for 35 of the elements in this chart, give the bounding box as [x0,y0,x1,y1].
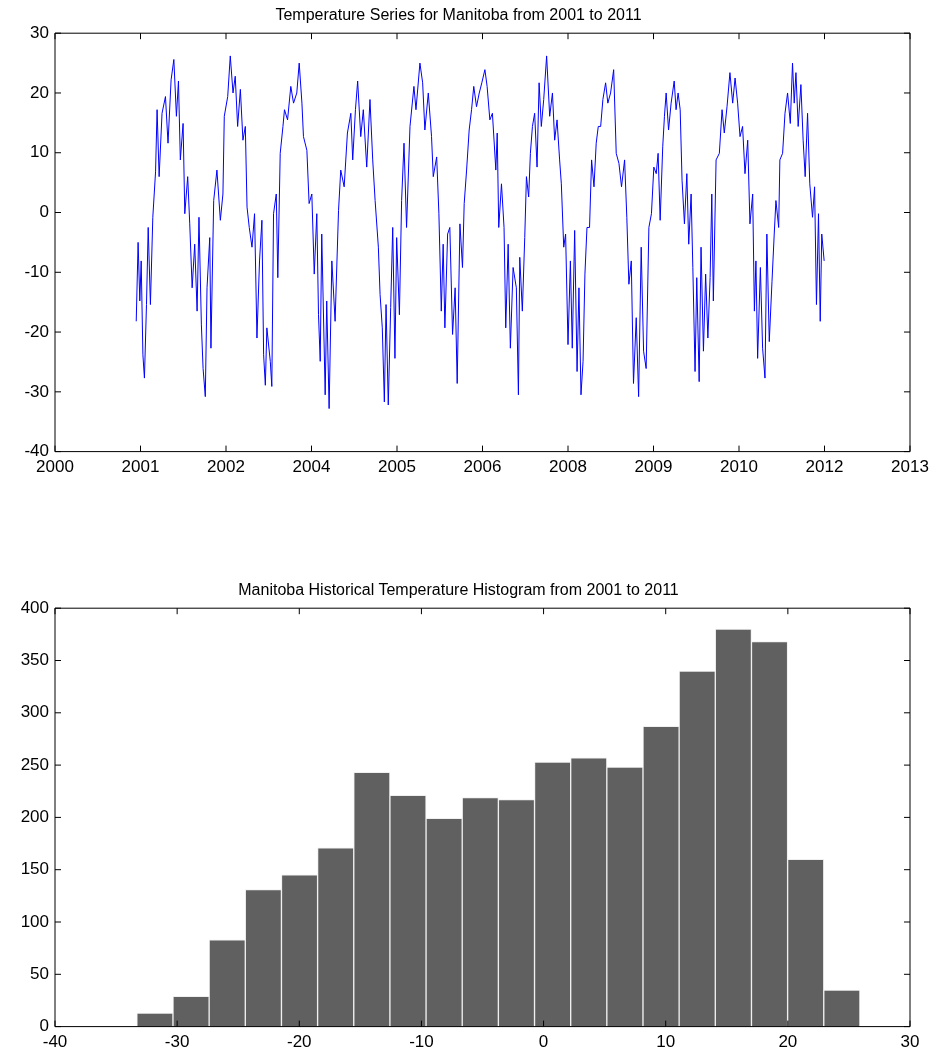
y-tick-label: 10 [30,142,49,162]
x-tick-label: 2005 [378,457,416,477]
y-tick-label: -10 [24,261,49,281]
y-tick-label: 150 [20,859,49,879]
y-tick-label: -30 [24,381,49,401]
y-tick-label: 20 [30,82,49,102]
x-tick-label: 2013 [891,457,929,477]
x-tick-label: 2006 [463,457,502,477]
y-tick-label: 100 [20,911,49,931]
y-tick-label: 250 [20,754,49,774]
x-tick-label: 2012 [805,457,844,477]
chart-title: Temperature Series for Manitoba from 2001 to 2011 [275,6,642,24]
x-tick-label: 2008 [549,457,587,477]
y-tick-label: -20 [24,321,49,341]
y-tick-label: 300 [20,702,49,722]
y-tick-label: 50 [30,963,49,983]
y-tick-label: 400 [20,597,49,617]
x-tick-label: 30 [900,1032,920,1052]
x-tick-label: -30 [164,1032,190,1052]
x-tick-label: 20 [778,1032,798,1052]
x-tick-label: -10 [409,1032,434,1052]
y-tick-label: 30 [30,22,49,42]
x-tick-label: 2001 [121,457,160,477]
y-tick-label: 350 [20,650,49,670]
x-tick-label: 0 [538,1032,549,1052]
x-tick-label: 2002 [207,457,245,477]
x-tick-label: 2010 [720,457,758,477]
x-tick-label: 2009 [634,457,673,477]
chart-title: Manitoba Historical Temperature Histogram from 2001 to 2011 [238,581,679,599]
x-tick-label: -20 [287,1032,312,1052]
y-tick-label: 0 [39,202,49,222]
y-tick-label: 200 [20,807,49,827]
y-tick-label: 0 [39,1016,49,1036]
x-tick-label: 2004 [292,457,331,477]
x-tick-label: 10 [656,1032,676,1052]
